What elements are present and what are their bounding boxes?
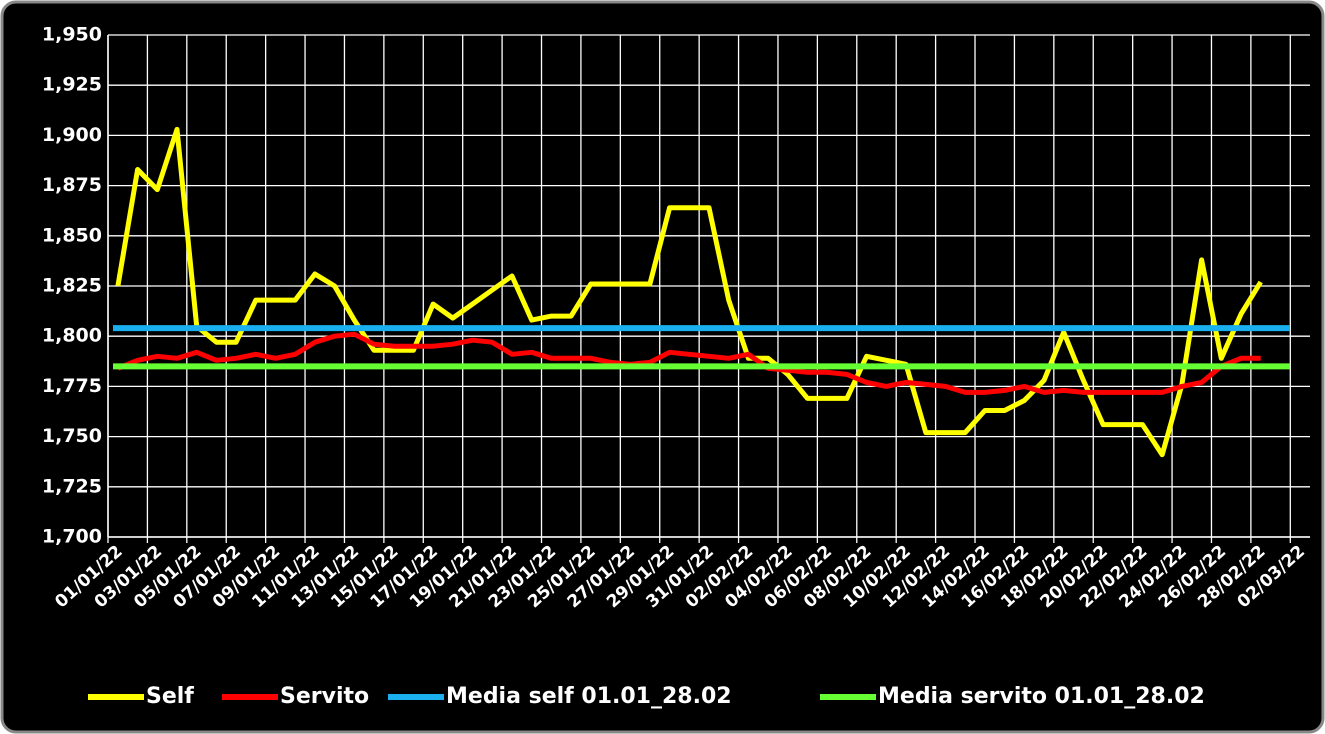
legend-label: Media servito 01.01_28.02 xyxy=(878,684,1205,709)
series-line xyxy=(116,331,1261,395)
legend-label: Servito xyxy=(280,684,369,709)
legend-label: Media self 01.01_28.02 xyxy=(446,684,732,709)
y-tick-label: 1,850 xyxy=(42,224,102,246)
series-line xyxy=(115,126,1263,458)
y-tick-label: 1,800 xyxy=(42,325,102,347)
y-tick-label: 1,700 xyxy=(42,526,102,548)
y-tick-label: 1,950 xyxy=(42,24,102,46)
y-tick-label: 1,825 xyxy=(42,275,102,297)
y-tick-label: 1,725 xyxy=(42,475,102,497)
y-tick-label: 1,875 xyxy=(42,174,102,196)
y-tick-label: 1,750 xyxy=(42,425,102,447)
legend-label: Self xyxy=(146,684,194,709)
y-tick-label: 1,900 xyxy=(42,124,102,146)
y-tick-label: 1,925 xyxy=(42,74,102,96)
y-tick-label: 1,775 xyxy=(42,375,102,397)
